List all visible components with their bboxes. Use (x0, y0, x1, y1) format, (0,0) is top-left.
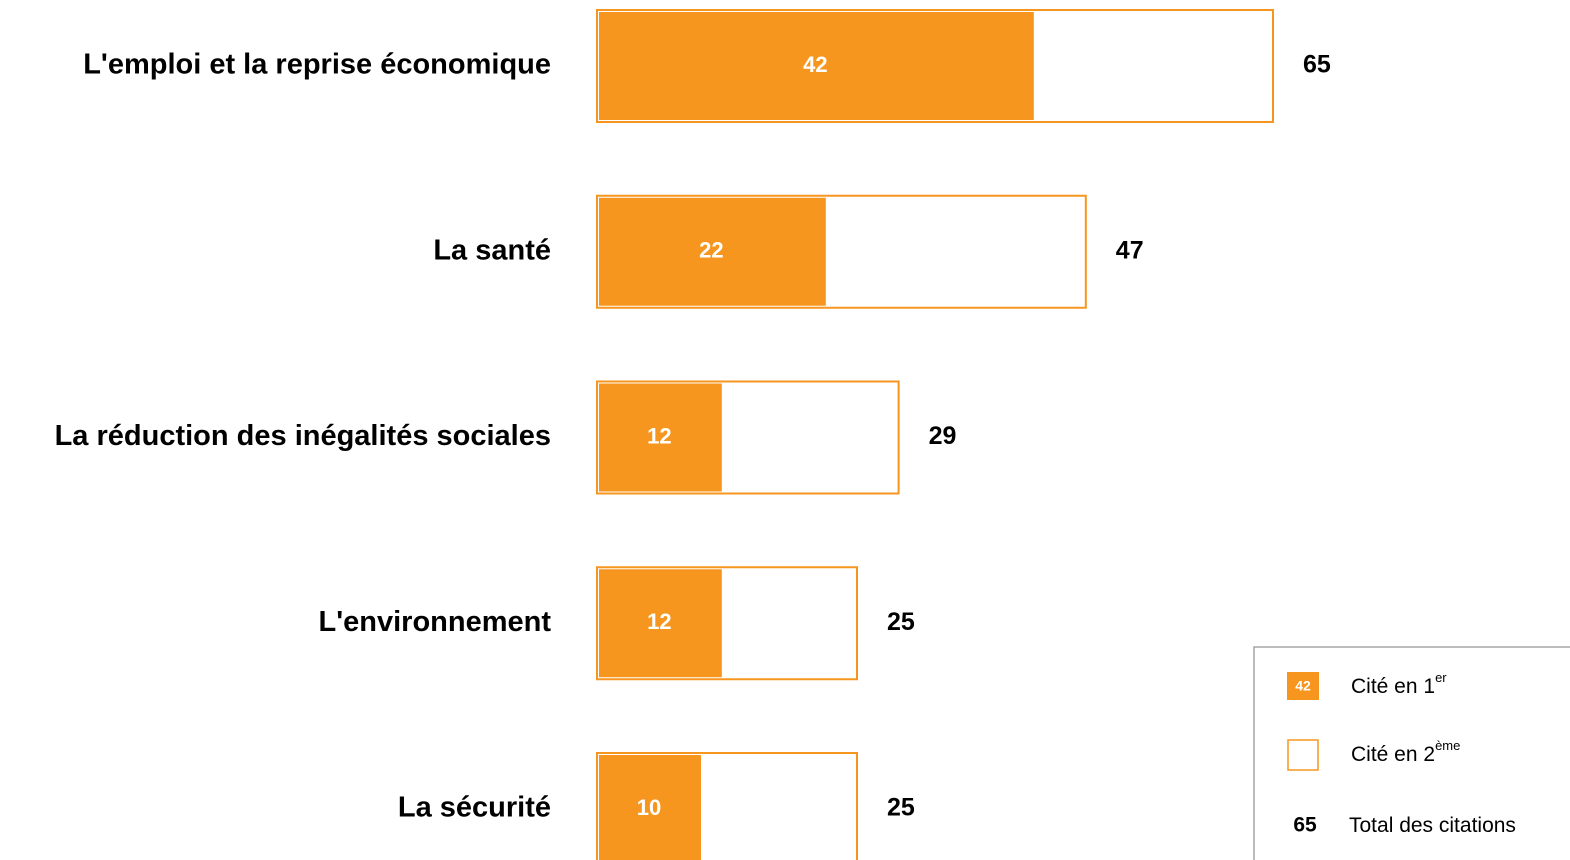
total-value-label: 29 (929, 422, 957, 450)
legend-label-sup: er (1435, 670, 1447, 685)
legend-swatch (1287, 672, 1319, 700)
first-value-label: 12 (647, 609, 671, 634)
legend-swatch (1287, 739, 1319, 771)
first-bar (599, 12, 1034, 120)
first-value-label: 12 (647, 423, 671, 448)
category-label: La santé (433, 234, 551, 266)
total-value-label: 25 (887, 608, 915, 636)
legend-label: Total des citations (1349, 814, 1516, 837)
legend-label-text: Total des citations (1349, 814, 1516, 837)
legend-sample: 42 (1295, 678, 1311, 694)
first-value-label: 10 (637, 795, 661, 820)
category-label: La réduction des inégalités sociales (55, 420, 551, 452)
legend-label-text: Cité en 2 (1351, 743, 1435, 766)
first-bar (599, 569, 722, 678)
first-bar (599, 755, 701, 860)
category-label: La sécurité (398, 792, 551, 824)
legend-sample: 65 (1293, 814, 1317, 837)
first-value-label: 22 (699, 238, 723, 263)
category-label: L'emploi et la reprise économique (83, 49, 551, 81)
legend-label: Cité en 1er (1351, 670, 1447, 697)
legend-label-text: Cité en 1 (1351, 675, 1435, 698)
legend-label: Cité en 2ème (1351, 738, 1460, 765)
total-value-label: 25 (887, 794, 915, 822)
category-label: L'environnement (319, 606, 552, 638)
first-bar (599, 383, 722, 492)
first-value-label: 42 (803, 52, 827, 77)
total-value-label: 65 (1303, 51, 1331, 79)
total-value-label: 47 (1116, 236, 1144, 264)
first-bar (599, 197, 826, 306)
legend-label-sup: ème (1435, 738, 1460, 753)
